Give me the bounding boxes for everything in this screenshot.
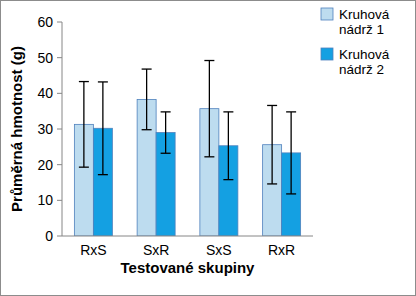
error-bar bbox=[223, 112, 233, 180]
error-line bbox=[83, 82, 84, 168]
legend-label: Kruhovánádrž 2 bbox=[339, 47, 390, 77]
error-bar bbox=[267, 105, 277, 183]
error-cap bbox=[98, 81, 108, 82]
error-cap bbox=[161, 153, 171, 154]
error-line bbox=[290, 112, 291, 194]
error-cap bbox=[223, 179, 233, 180]
error-bar bbox=[98, 82, 108, 175]
y-axis bbox=[62, 22, 63, 236]
y-tick-label: 10 bbox=[37, 192, 53, 208]
y-tick-label: 30 bbox=[37, 121, 53, 137]
error-cap bbox=[142, 68, 152, 69]
error-cap bbox=[267, 105, 277, 106]
chart-root: 0 10 20 30 40 50 60 RxS SxR SxS RxR Testované skupi… bbox=[0, 0, 416, 296]
bars bbox=[74, 99, 300, 236]
legend-swatch bbox=[321, 8, 333, 20]
y-tick bbox=[57, 22, 62, 23]
error-bar bbox=[161, 112, 171, 153]
y-tick-label: 40 bbox=[37, 85, 53, 101]
legend-label-line: Kruhová bbox=[339, 7, 390, 22]
error-cap bbox=[267, 183, 277, 184]
error-cap bbox=[142, 129, 152, 130]
legend-swatch bbox=[321, 48, 333, 60]
error-line bbox=[146, 69, 147, 130]
y-tick bbox=[57, 57, 62, 58]
y-axis-title: Průměrná hmotnost (g) bbox=[8, 46, 25, 212]
x-tick-label: SxR bbox=[143, 242, 169, 258]
x-axis-title: Testované skupiny bbox=[121, 259, 256, 276]
error-cap bbox=[204, 156, 214, 157]
legend-label-line: nádrž 2 bbox=[339, 62, 384, 77]
y-tick bbox=[57, 200, 62, 201]
error-bar bbox=[286, 112, 296, 194]
x-tick-label: RxS bbox=[80, 242, 106, 258]
y-tick bbox=[57, 236, 62, 237]
error-line bbox=[228, 112, 229, 180]
chart-svg: 0 10 20 30 40 50 60 RxS SxR SxS RxR Testované skupi… bbox=[0, 0, 416, 296]
y-tick-label: 60 bbox=[37, 14, 53, 30]
error-cap bbox=[98, 174, 108, 175]
error-bar bbox=[142, 69, 152, 130]
error-line bbox=[209, 61, 210, 157]
error-cap bbox=[286, 193, 296, 194]
error-bar bbox=[204, 61, 214, 157]
y-tick-label: 20 bbox=[37, 157, 53, 173]
x-axis bbox=[62, 236, 313, 237]
legend-label-line: Kruhová bbox=[339, 47, 390, 62]
y-tick-label: 50 bbox=[37, 50, 53, 66]
x-tick-label: RxR bbox=[268, 242, 295, 258]
y-tick bbox=[57, 93, 62, 94]
chart-frame bbox=[1, 1, 416, 296]
error-cap bbox=[79, 167, 89, 168]
x-tick-label: SxS bbox=[206, 242, 232, 258]
legend-label: Kruhovánádrž 1 bbox=[339, 7, 390, 37]
error-cap bbox=[161, 111, 171, 112]
y-tick bbox=[57, 129, 62, 130]
y-tick-label: 0 bbox=[45, 228, 53, 244]
error-cap bbox=[204, 60, 214, 61]
error-line bbox=[271, 105, 272, 183]
error-cap bbox=[223, 111, 233, 112]
error-bar bbox=[79, 82, 89, 168]
y-tick bbox=[57, 164, 62, 165]
error-cap bbox=[286, 111, 296, 112]
error-line bbox=[165, 112, 166, 153]
error-cap bbox=[79, 81, 89, 82]
legend-label-line: nádrž 1 bbox=[339, 22, 384, 37]
error-line bbox=[102, 82, 103, 175]
